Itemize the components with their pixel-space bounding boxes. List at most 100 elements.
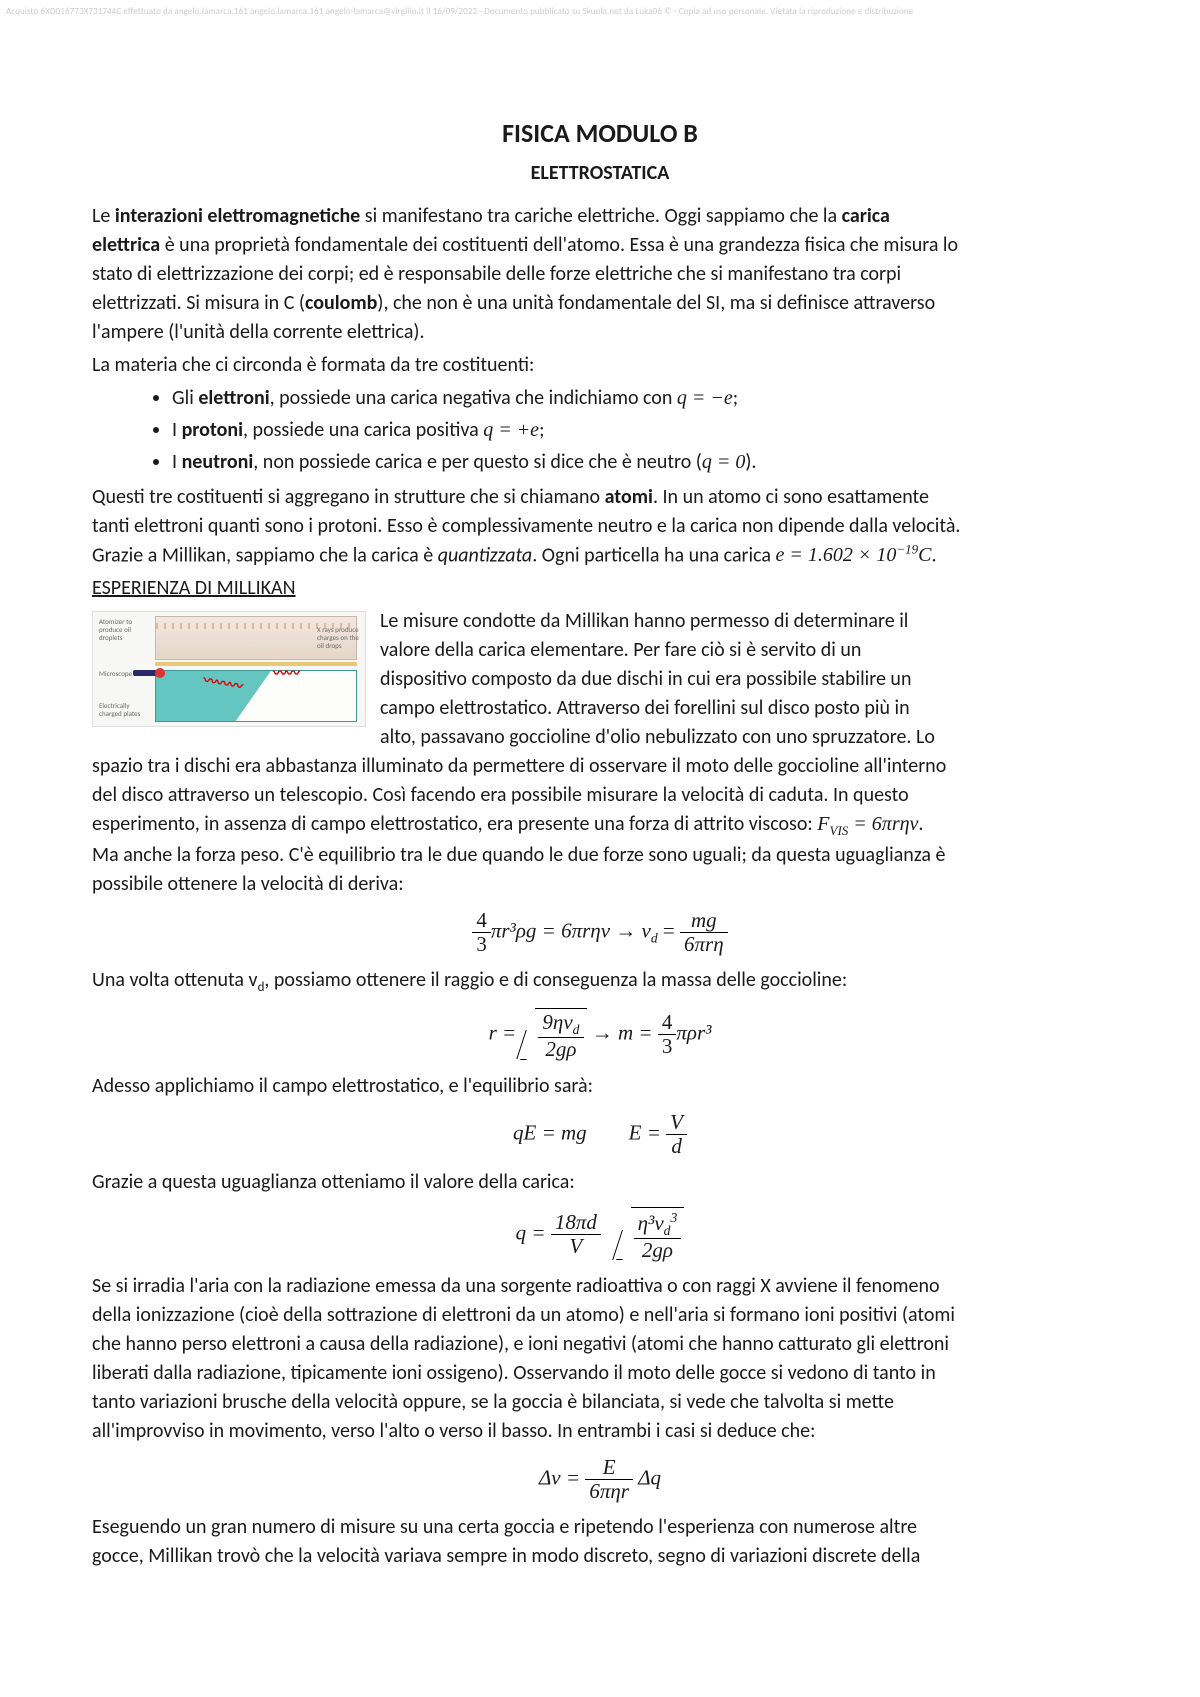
fraction: 43 [658,1011,677,1058]
fraction: Vd [666,1111,687,1158]
text: è una proprietà fondamentale dei costitu… [160,233,958,257]
text: possibile ottenere la velocità di deriva… [92,872,404,896]
after-eq1-text: Una volta ottenuta vd, possiamo ottenere… [92,966,1108,998]
subscript: d [664,1223,671,1238]
math: Δq [633,1465,661,1489]
text: , possiede una carica positiva [243,418,483,442]
numerator: mg [680,909,728,932]
text: dispositivo composto da due dischi in cu… [380,667,911,691]
text: campo elettrostatico. Attraverso dei for… [380,696,910,720]
equation-charge: q = 18πdV η³vd32gρ [92,1207,1108,1262]
after-eq3-text: Grazie a questa uguaglianza otteniamo il… [92,1168,1108,1197]
subscript: VIS [830,823,849,838]
text: ; [539,418,544,442]
text: Se si irradia l'aria con la radiazione e… [92,1274,940,1298]
text: del disco attraverso un telescopio. Così… [92,783,909,807]
text: ). [745,450,756,474]
constituents-list: Gli elettroni, possiede una carica negat… [92,384,1108,477]
gap [587,1120,629,1144]
math: πρr³ [676,1021,711,1045]
math: q = 0 [702,451,746,473]
math: r = [489,1021,522,1045]
intro-paragraph: Le interazioni elettromagnetiche si mani… [92,202,1108,347]
subscript: d [573,1022,580,1037]
denominator: 6πηr [585,1479,633,1503]
math: E = [629,1120,667,1144]
text: ), che non è una unità fondamentale del … [377,291,935,315]
bold: elettrica [92,233,160,257]
figure-microscope-icon [133,670,157,676]
denominator: 3 [472,932,491,956]
watermark-text: Acquisto 6XD016773X731744C effettuato da… [6,6,1194,17]
bold: elettroni [198,386,269,410]
text: che hanno perso elettroni a causa della … [92,1332,949,1356]
text: , possiamo ottenere il raggio e di conse… [264,968,847,992]
superscript: 3 [671,1210,678,1225]
text: Eseguendo un gran numero di misure su un… [92,1515,917,1539]
math: FVIS = 6πrηv [817,813,918,835]
closing-paragraph: Eseguendo un gran numero di misure su un… [92,1513,1108,1571]
math: q = [516,1220,551,1244]
text: all'improvviso in movimento, verso l'alt… [92,1419,815,1443]
math: q = +e [483,419,539,441]
denominator: V [551,1234,601,1258]
fraction: 18πdV [551,1211,601,1258]
fraction: mg6πrη [680,909,728,956]
text: stato di elettrizzazione dei corpi; ed è… [92,262,901,286]
italic: quantizzata [438,543,533,567]
text: della ionizzazione (cioè della sottrazio… [92,1303,955,1327]
bold: protoni [182,418,243,442]
denominator: 2gρ [634,1238,682,1262]
text: Grazie a Millikan, sappiamo che la caric… [92,543,438,567]
text: ; [733,386,738,410]
bold: neutroni [182,450,254,474]
text: tanto variazioni brusche della velocità … [92,1390,894,1414]
figure-plate-bar [155,662,357,666]
numerator: 4 [658,1011,677,1034]
list-item: I protoni, possiede una carica positiva … [172,416,1108,445]
sym: 9ηv [542,1010,572,1034]
figure-xray-icon: 〰〰 [273,664,299,684]
text: valore della carica elementare. Per fare… [380,638,861,662]
sym: F [817,813,829,835]
text: esperimento, in assenza di campo elettro… [92,812,817,836]
text: alto, passavano goccioline d'olio nebuli… [380,725,935,749]
numerator: 9ηvd [538,1011,583,1037]
bold: atomi [605,485,653,509]
denominator: 3 [658,1034,677,1058]
fraction: E6πηr [585,1456,633,1503]
fraction: 43 [472,909,491,956]
text: gocce, Millikan trovò che la velocità va… [92,1544,920,1568]
math: e = 1.602 × 10−19C [776,544,932,566]
text: Le [92,204,115,228]
sym: = 6πrηv [848,813,918,835]
numerator: 18πd [551,1211,601,1234]
fraction: η³vd32gρ [634,1210,682,1262]
numerator: 4 [472,909,491,932]
equals: = [658,919,680,943]
page-title: FISICA MODULO B [92,115,1108,153]
math: πr³ρg = 6πrηv → v [491,919,651,943]
figure-bottom-chamber [155,670,357,722]
section-heading-millikan: ESPERIENZA DI MILLIKAN [92,574,1108,603]
millikan-block: Atomizer to produce oil droplets Microsc… [92,607,1108,899]
text: . In un atomo ci sono esattamente [653,485,929,509]
text: Gli [172,386,198,410]
sqrt: η³vd32gρ [617,1207,685,1262]
text: I [172,418,182,442]
text: I [172,450,182,474]
arrow: → m = [592,1021,658,1045]
text: tanti elettroni quanti sono i protoni. E… [92,514,960,538]
millikan-figure: Atomizer to produce oil droplets Microsc… [92,611,366,727]
bold: coulomb [305,291,377,315]
text: Ma anche la forza peso. C'è equilibrio t… [92,843,945,867]
text: . [932,543,937,567]
numerator: V [666,1111,687,1134]
math: qE = mg [513,1120,587,1144]
text: Una volta ottenuta v [92,968,258,992]
text: Le misure condotte da Millikan hanno per… [380,609,908,633]
document-page: FISICA MODULO B ELETTROSTATICA Le intera… [92,115,1108,1575]
figure-label-plates: Electrically charged plates [99,702,149,717]
math: Δv = [539,1465,585,1489]
text: si manifestano tra cariche elettriche. O… [360,204,841,228]
